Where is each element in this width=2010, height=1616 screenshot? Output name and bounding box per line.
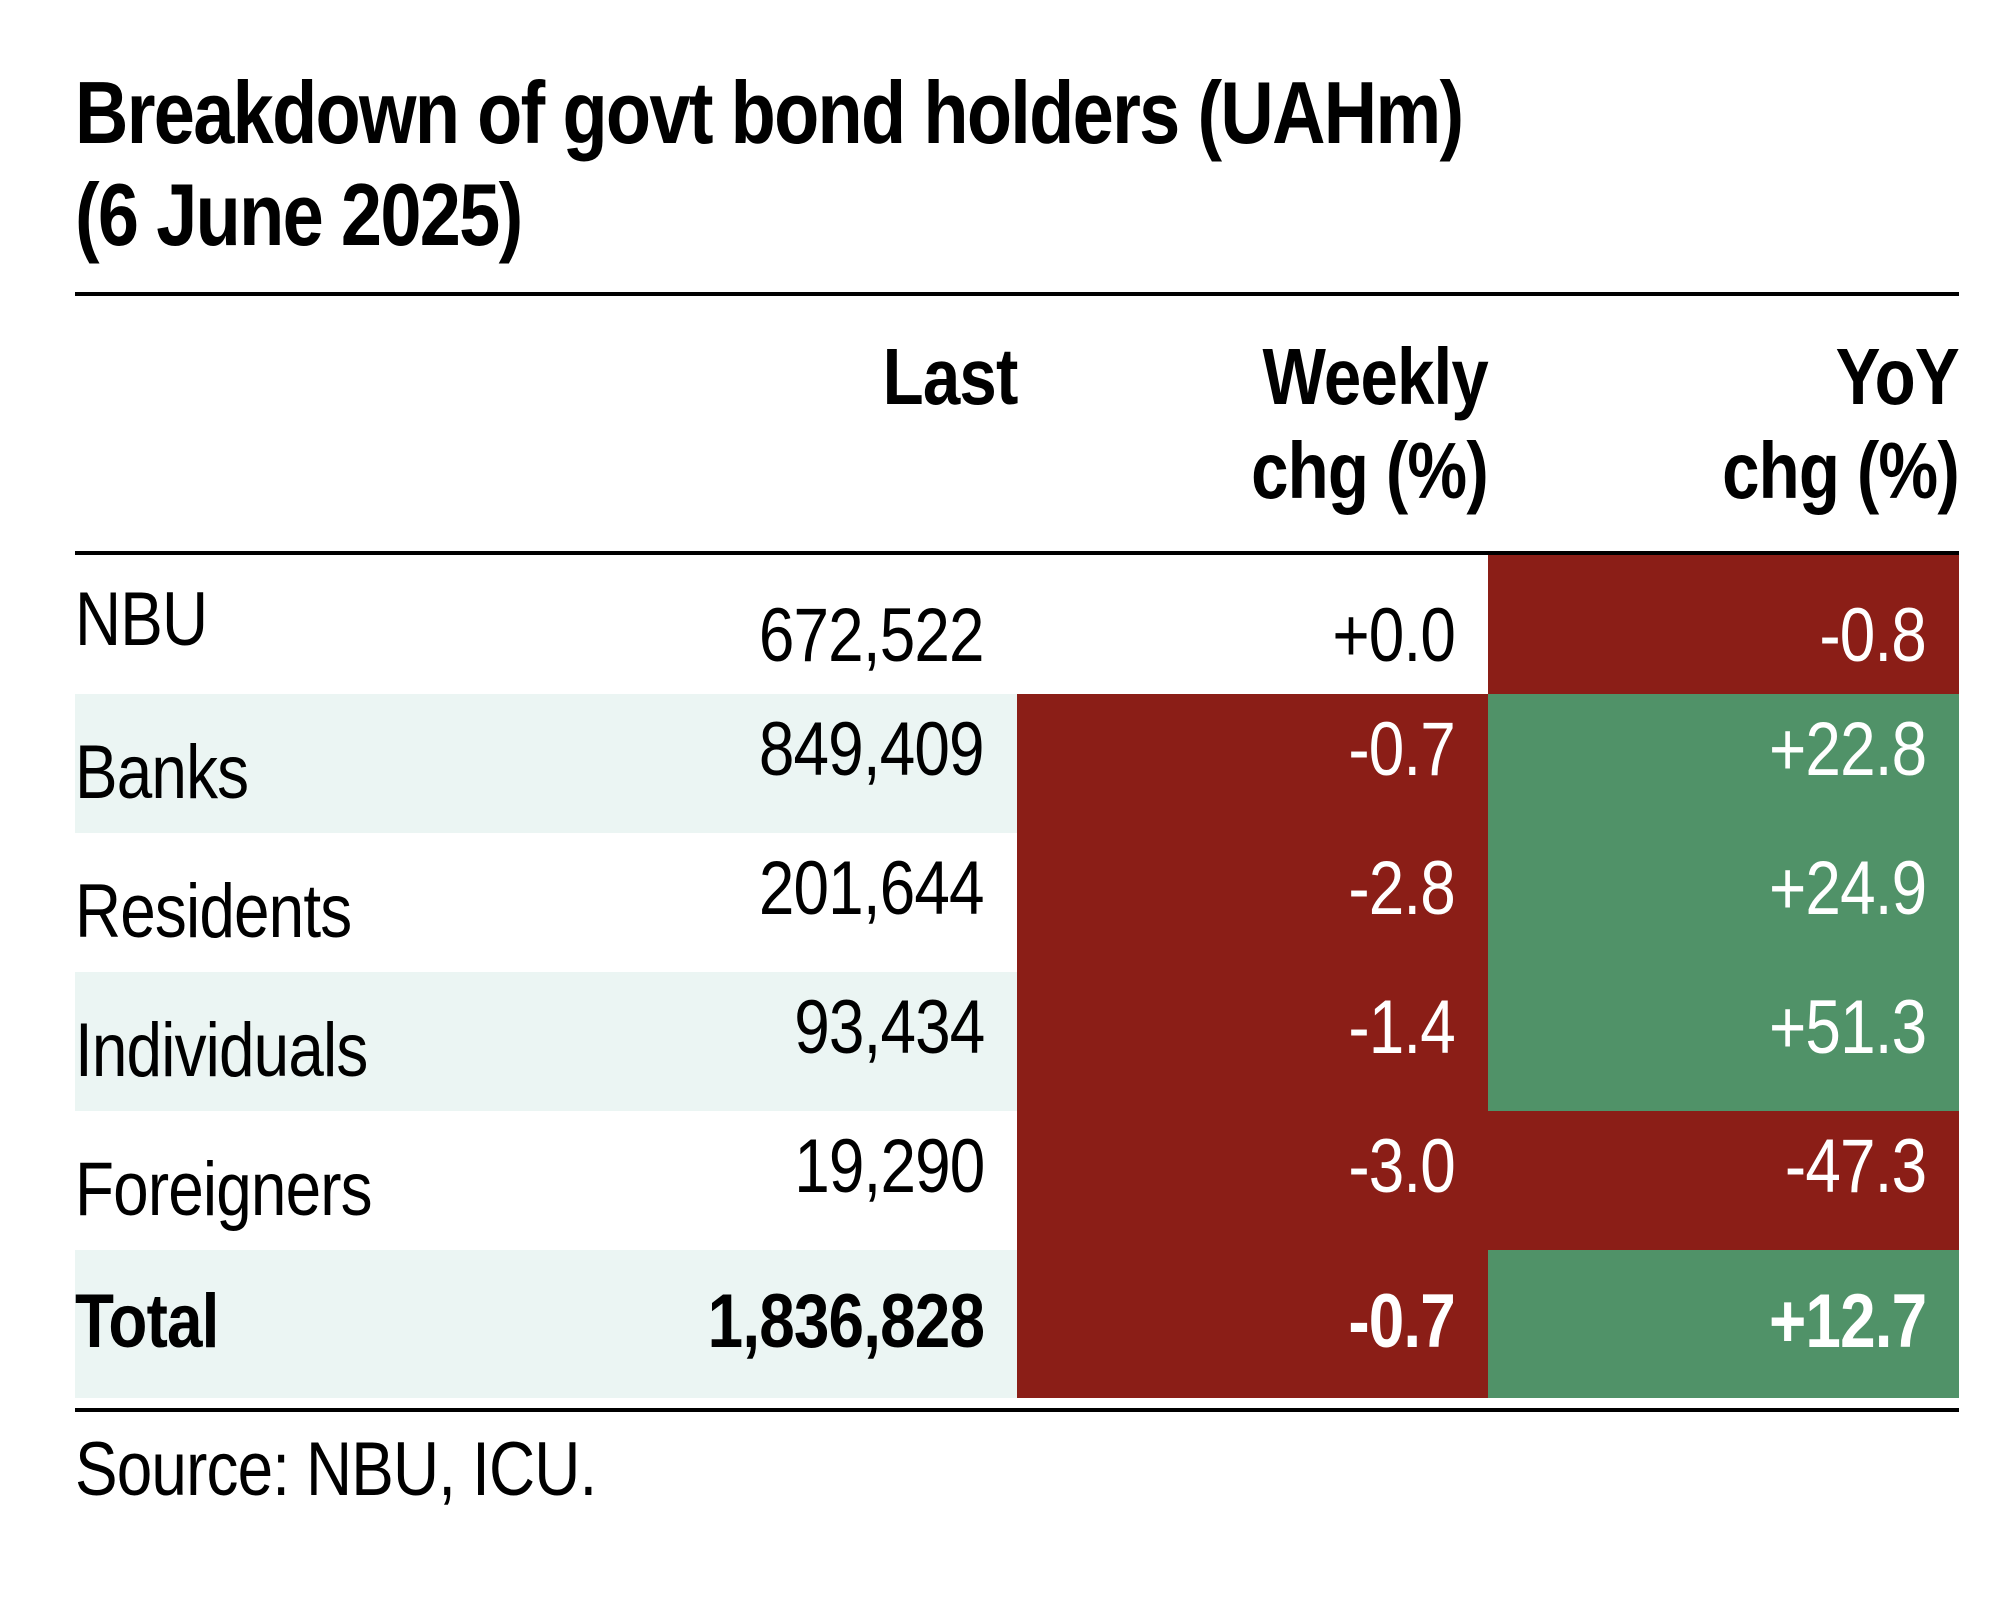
source-note: Source: NBU, ICU. [75,1427,597,1512]
cell-last: 93,434 [675,972,1017,1111]
cell-weekly-chg: -0.7 [1017,694,1488,833]
cell-yoy-chg-text: -0.8 [1819,593,1926,678]
row-label: Banks [75,694,675,833]
header-last: Last [857,330,1018,424]
header-weekly-line-2: chg (%) [1251,426,1489,515]
cell-weekly-chg-text: -3.0 [1348,1124,1455,1209]
table-row-total: Total 1,836,828 -0.7 +12.7 [75,1250,1959,1398]
table-row: Individuals 93,434 -1.4 +51.3 [75,972,1959,1111]
cell-last-text: 1,836,828 [707,1279,985,1364]
row-label: Individuals [75,972,675,1111]
cell-yoy-chg: +12.7 [1488,1250,1959,1398]
cell-yoy-chg-text: -47.3 [1784,1124,1927,1209]
cell-weekly-chg-text: -0.7 [1348,1279,1455,1364]
chart-title: Breakdown of govt bond holders (UAHm) (6… [75,0,1658,266]
cell-yoy-chg-text: +24.9 [1768,846,1927,931]
header-yoy-chg: YoY chg (%) [1677,330,1960,518]
cell-yoy-chg: -0.8 [1488,555,1959,694]
cell-last-text: 93,434 [793,985,985,1070]
cell-last: 849,409 [675,694,1017,833]
cell-weekly-chg-text: -1.4 [1348,985,1455,1070]
row-label: Foreigners [75,1111,675,1250]
cell-yoy-chg: +22.8 [1488,694,1959,833]
table-body: NBU 672,522 +0.0 -0.8 Banks 849,409 -0.7 +22.8 R… [75,555,1959,1398]
row-label-text: Residents [75,869,352,954]
cell-weekly-chg: -3.0 [1017,1111,1488,1250]
title-line-1: Breakdown of govt bond holders (UAHm) [75,63,1464,162]
table-figure: Breakdown of govt bond holders (UAHm) (6… [75,0,1960,1508]
cell-yoy-chg: -47.3 [1488,1111,1959,1250]
header-weekly-line-1: Weekly [1262,332,1489,421]
table-row: NBU 672,522 +0.0 -0.8 [75,555,1959,694]
header-weekly-chg: Weekly chg (%) [1206,330,1489,518]
cell-yoy-chg: +24.9 [1488,833,1959,972]
title-line-2: (6 June 2025) [75,165,523,264]
table-row: Banks 849,409 -0.7 +22.8 [75,694,1959,833]
row-label: Residents [75,833,675,972]
cell-weekly-chg: -2.8 [1017,833,1488,972]
row-label-text: Total [75,1279,219,1364]
cell-last-text: 201,644 [759,846,985,931]
cell-yoy-chg-text: +51.3 [1768,985,1927,1070]
row-label-text: Individuals [75,1008,368,1093]
cell-last: 1,836,828 [675,1250,1017,1398]
table-header: Last Weekly chg (%) YoY chg (%) [75,300,1960,550]
cell-weekly-chg-text: -0.7 [1348,707,1455,792]
cell-weekly-chg: +0.0 [1017,555,1488,694]
header-rule [75,551,1959,555]
cell-last: 672,522 [675,555,1017,694]
row-label: NBU [75,555,675,694]
table-row: Foreigners 19,290 -3.0 -47.3 [75,1111,1959,1250]
cell-yoy-chg-text: +12.7 [1768,1279,1927,1364]
row-label-text: Foreigners [75,1147,373,1232]
cell-weekly-chg-text: +0.0 [1332,593,1456,678]
cell-weekly-chg-text: -2.8 [1348,846,1455,931]
cell-weekly-chg: -0.7 [1017,1250,1488,1398]
top-rule [75,292,1959,296]
cell-yoy-chg-text: +22.8 [1768,707,1927,792]
cell-last-text: 672,522 [759,593,985,678]
header-yoy-line-2: chg (%) [1722,426,1960,515]
header-last-label: Last [882,332,1018,421]
cell-last-text: 19,290 [793,1124,985,1209]
row-label: Total [75,1250,675,1398]
cell-yoy-chg: +51.3 [1488,972,1959,1111]
row-label-text: NBU [75,577,208,662]
bottom-rule [75,1408,1959,1412]
header-yoy-line-1: YoY [1835,332,1960,421]
table-row: Residents 201,644 -2.8 +24.9 [75,833,1959,972]
row-label-text: Banks [75,730,249,815]
cell-last-text: 849,409 [759,707,985,792]
cell-last: 201,644 [675,833,1017,972]
cell-last: 19,290 [675,1111,1017,1250]
cell-weekly-chg: -1.4 [1017,972,1488,1111]
